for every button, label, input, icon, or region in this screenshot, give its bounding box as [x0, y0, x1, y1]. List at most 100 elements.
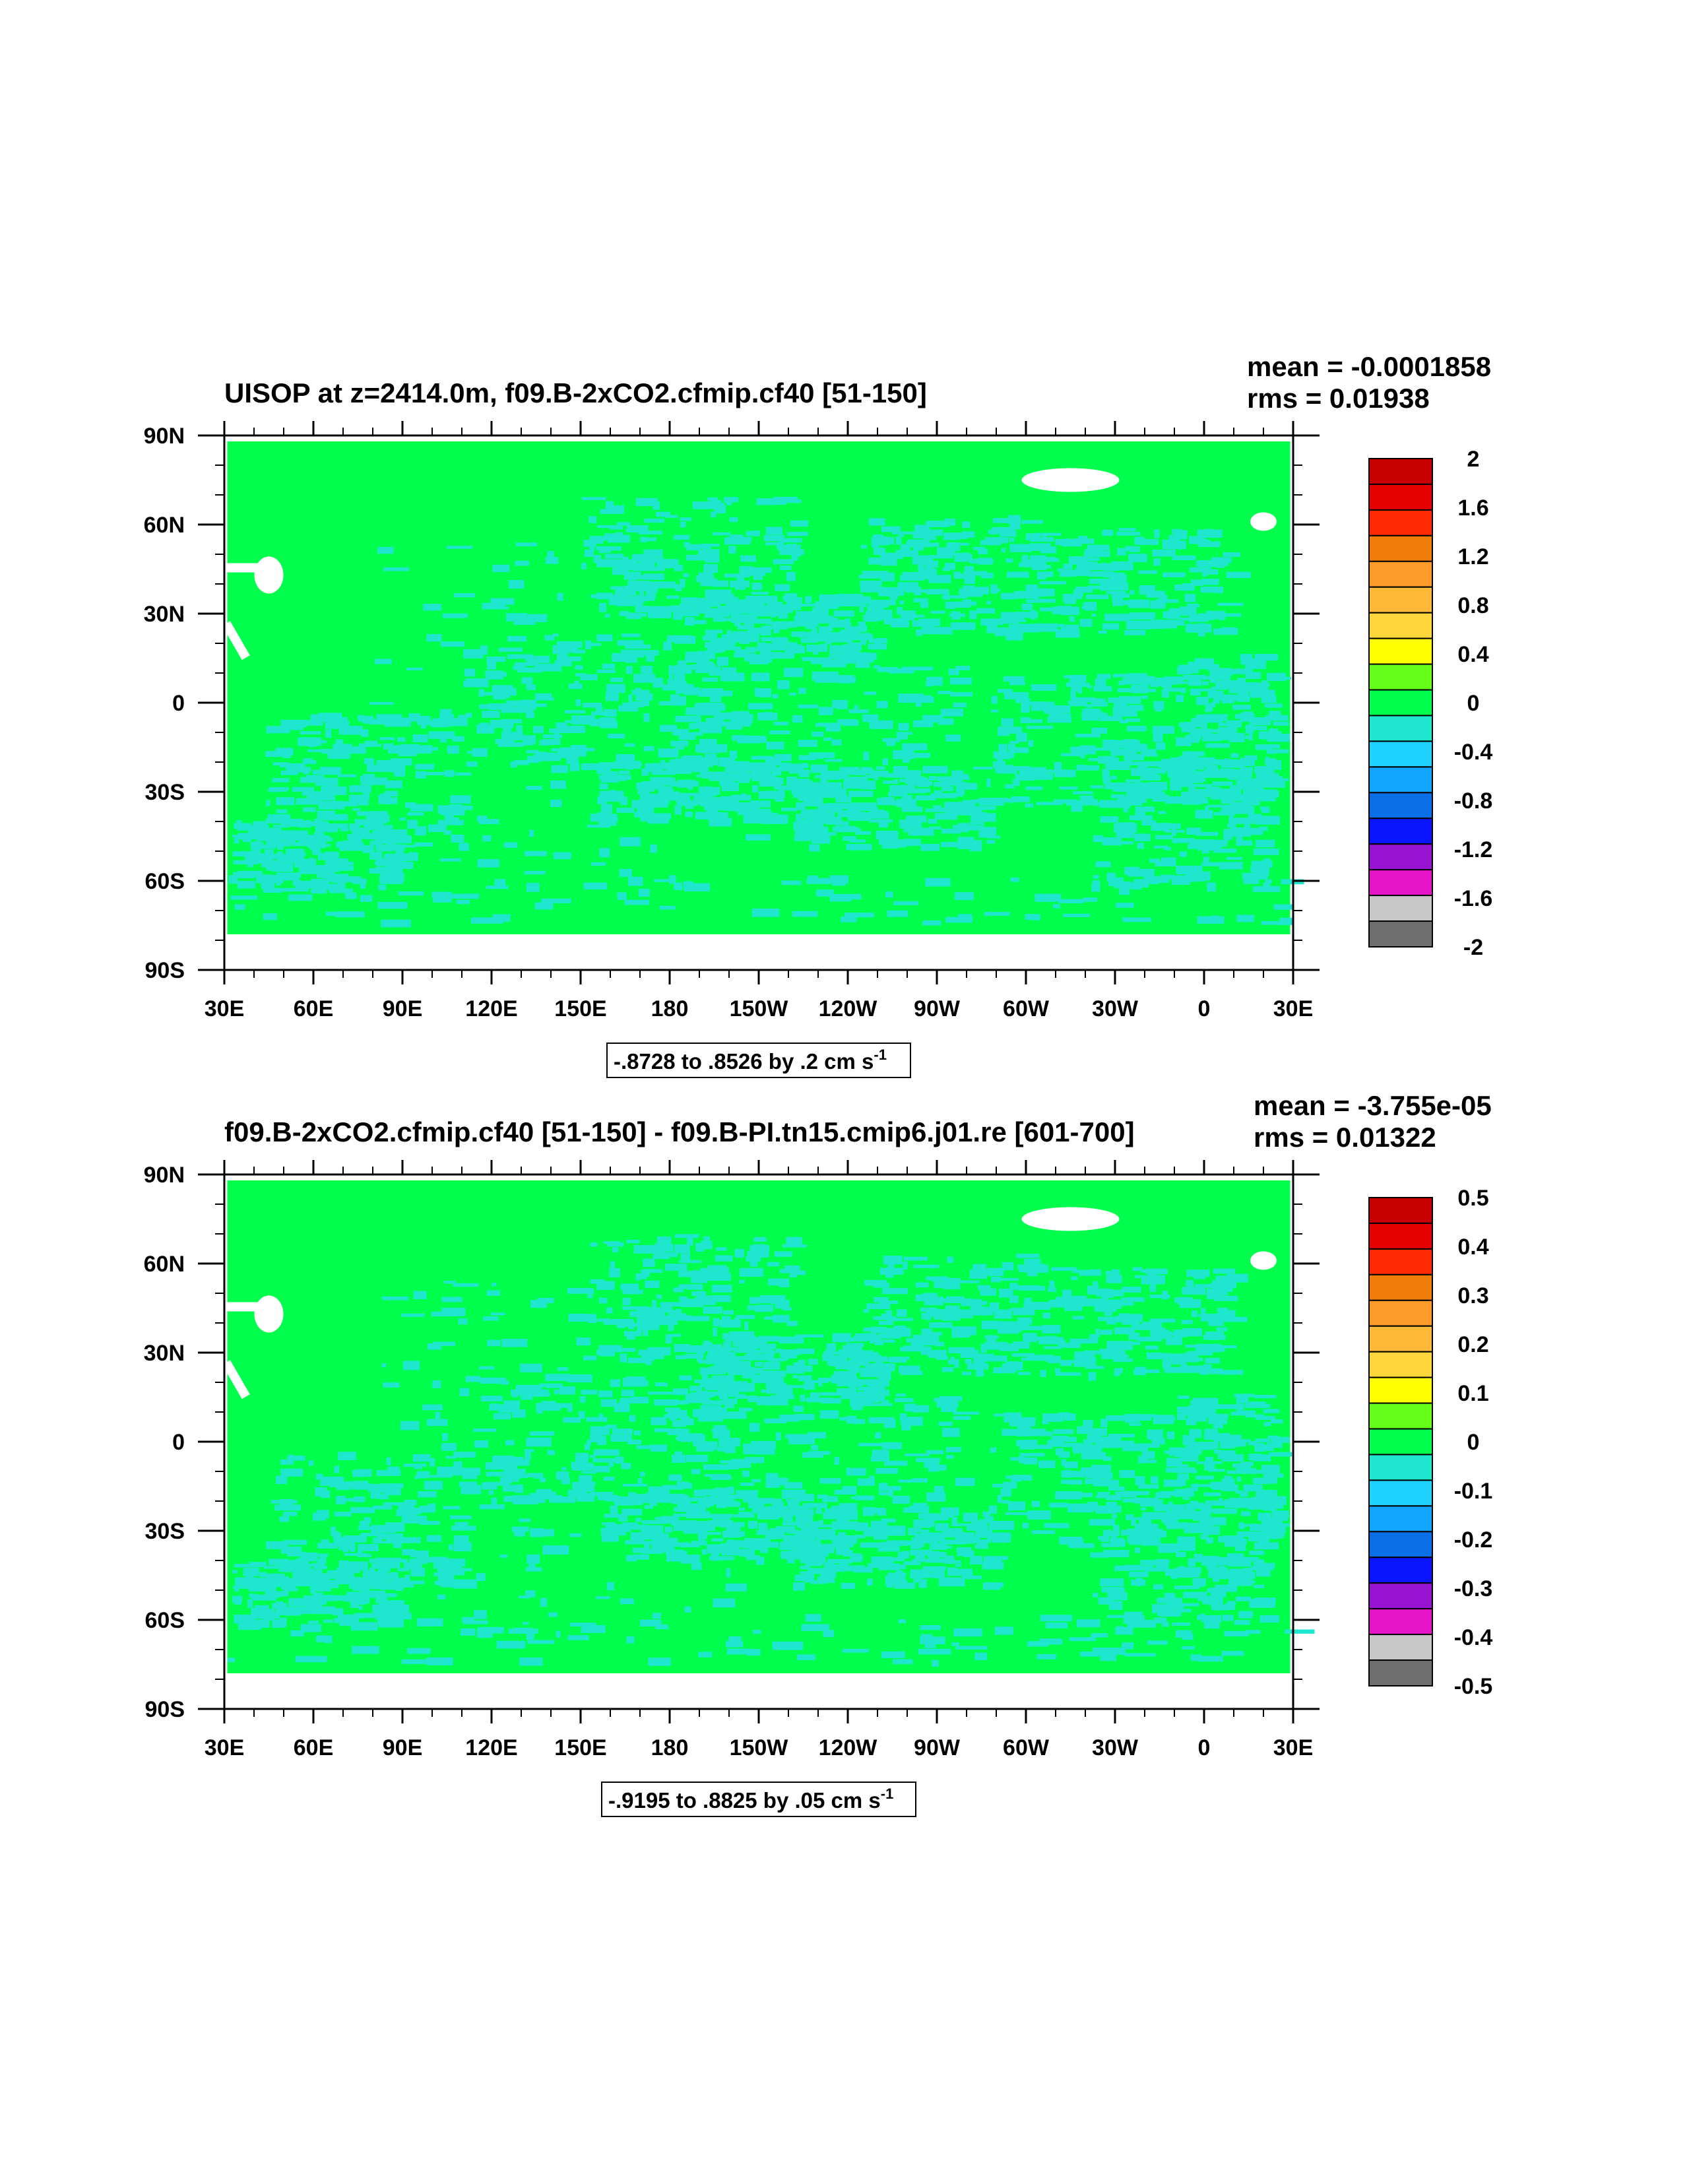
- anomaly-cell: [872, 536, 889, 546]
- anomaly-cell: [1098, 630, 1107, 634]
- anomaly-cell: [876, 1467, 899, 1474]
- anomaly-cell: [779, 565, 792, 571]
- anomaly-cell: [317, 1543, 338, 1549]
- anomaly-cell: [750, 606, 775, 612]
- x-tick-label: 120W: [819, 1735, 878, 1760]
- anomaly-cell: [620, 1598, 634, 1605]
- anomaly-cell: [945, 563, 956, 570]
- anomaly-cell: [870, 1456, 889, 1461]
- anomaly-cell: [1145, 1345, 1159, 1350]
- anomaly-cell: [732, 711, 749, 718]
- anomaly-cell: [621, 1463, 631, 1469]
- anomaly-cell: [520, 1363, 542, 1372]
- anomaly-cell: [733, 1514, 739, 1518]
- anomaly-cell: [700, 746, 720, 754]
- anomaly-cell: [335, 911, 365, 918]
- anomaly-cell: [886, 1582, 894, 1588]
- anomaly-cell: [631, 690, 650, 695]
- anomaly-cell: [1263, 858, 1271, 862]
- anomaly-cell: [955, 1533, 980, 1542]
- anomaly-cell: [478, 1626, 504, 1634]
- anomaly-cell: [1205, 1331, 1224, 1340]
- anomaly-cell: [336, 861, 354, 866]
- anomaly-cell: [581, 562, 587, 569]
- anomaly-cell: [777, 1501, 784, 1510]
- anomaly-cell: [1138, 1443, 1161, 1448]
- anomaly-cell: [576, 1493, 594, 1502]
- anomaly-cell: [362, 744, 382, 747]
- anomaly-cell: [967, 1525, 986, 1531]
- anomaly-cell: [243, 1578, 249, 1587]
- anomaly-cell: [1125, 718, 1141, 723]
- anomaly-cell: [789, 692, 796, 696]
- anomaly-cell: [1190, 728, 1213, 737]
- anomaly-cell: [707, 1351, 722, 1359]
- anomaly-cell: [778, 788, 785, 798]
- anomaly-cell: [936, 1356, 949, 1360]
- anomaly-cell: [1213, 1575, 1220, 1582]
- anomaly-cell: [1239, 827, 1263, 835]
- anomaly-cell: [358, 1526, 381, 1530]
- anomaly-cell: [955, 783, 978, 790]
- anomaly-cell: [1223, 613, 1242, 617]
- x-axis-labels: 30E 60E 90E 120E 150E 180 150W 120W 90W 60W 30W 0 30…: [205, 1735, 1314, 1760]
- anomaly-cell: [1265, 757, 1269, 765]
- anomaly-cell: [459, 1388, 470, 1396]
- anomaly-cell: [713, 1318, 720, 1327]
- anomaly-cell: [1141, 1537, 1161, 1546]
- anomaly-cell: [1074, 1351, 1095, 1360]
- anomaly-cell: [516, 725, 523, 734]
- anomaly-cell: [324, 781, 336, 788]
- colorbar-swatch: [1368, 766, 1433, 794]
- anomaly-cell: [1271, 1436, 1291, 1443]
- anomaly-cell: [352, 878, 367, 884]
- anomaly-cell: [616, 754, 635, 762]
- anomaly-cell: [792, 785, 803, 791]
- anomaly-cell: [1230, 753, 1239, 758]
- anomaly-cell: [1036, 1355, 1054, 1361]
- anomaly-cell: [401, 1313, 425, 1317]
- anomaly-cell: [1076, 765, 1099, 771]
- anomaly-cell: [791, 788, 797, 794]
- anomaly-cell: [271, 835, 290, 839]
- anomaly-cell: [276, 809, 288, 814]
- anomaly-cell: [655, 678, 664, 684]
- anomaly-cell: [1169, 760, 1187, 767]
- anomaly-cell: [808, 1451, 831, 1455]
- y-tick-label: 30N: [144, 1341, 185, 1366]
- anomaly-cell: [1182, 1328, 1202, 1337]
- anomaly-cell: [598, 1390, 613, 1397]
- anomaly-cell: [390, 835, 412, 844]
- colorbar-swatch: [1368, 560, 1433, 588]
- anomaly-cell: [368, 761, 373, 767]
- anomaly-cell: [697, 1359, 711, 1364]
- colorbar-swatch: [1368, 1299, 1433, 1327]
- anomaly-cell: [1054, 769, 1076, 777]
- anomaly-cell: [369, 1567, 375, 1577]
- anomaly-cell: [879, 1492, 891, 1496]
- anomaly-cell: [696, 706, 720, 716]
- anomaly-cell: [323, 1619, 334, 1623]
- anomaly-cell: [707, 663, 716, 671]
- anomaly-cell: [360, 781, 386, 785]
- anomaly-cell: [463, 649, 484, 658]
- anomaly-cell: [722, 1333, 740, 1339]
- anomaly-cell: [751, 631, 757, 637]
- anomaly-cell: [941, 1366, 954, 1372]
- anomaly-cell: [641, 768, 649, 776]
- anomaly-cell: [674, 1343, 690, 1353]
- anomaly-cell: [622, 702, 646, 707]
- anomaly-cell: [1191, 718, 1200, 723]
- anomaly-cell: [980, 1288, 996, 1296]
- anomaly-cell: [1040, 769, 1066, 773]
- anomaly-cell: [820, 804, 831, 812]
- anomaly-cell: [757, 688, 772, 697]
- anomaly-cell: [445, 1456, 457, 1459]
- anomaly-cell: [317, 1558, 325, 1565]
- anomaly-cell: [525, 851, 547, 856]
- anomaly-cell: [1055, 1372, 1081, 1376]
- anomaly-cell: [1027, 1272, 1038, 1277]
- anomaly-cell: [906, 816, 927, 823]
- anomaly-cell: [508, 1405, 517, 1410]
- anomaly-cell: [581, 1471, 596, 1474]
